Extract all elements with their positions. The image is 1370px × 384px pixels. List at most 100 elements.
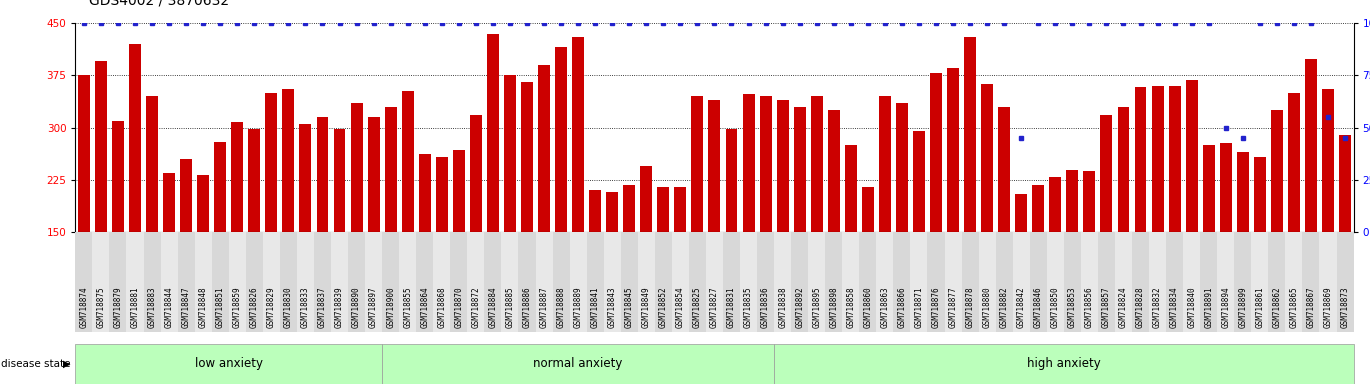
Bar — [1254, 157, 1266, 337]
Text: GSM718846: GSM718846 — [1034, 287, 1043, 328]
Bar — [147, 96, 158, 337]
Bar — [623, 185, 636, 337]
Text: GSM718894: GSM718894 — [1221, 287, 1230, 328]
Text: GSM718838: GSM718838 — [778, 287, 788, 328]
Text: GSM718881: GSM718881 — [130, 287, 140, 328]
Bar — [777, 100, 789, 337]
Bar — [316, 117, 329, 337]
Bar — [1134, 87, 1147, 337]
Text: GSM718876: GSM718876 — [932, 287, 941, 328]
Text: GSM718862: GSM718862 — [1273, 287, 1281, 328]
Text: GSM718877: GSM718877 — [948, 287, 958, 328]
Bar — [743, 94, 755, 337]
Bar — [981, 84, 993, 337]
Text: GSM718842: GSM718842 — [1017, 287, 1026, 328]
Text: GSM718892: GSM718892 — [795, 287, 804, 328]
Bar — [470, 115, 482, 337]
Bar — [1219, 143, 1232, 337]
Bar — [266, 93, 277, 337]
Text: GSM718874: GSM718874 — [79, 287, 89, 328]
Bar — [214, 142, 226, 337]
Bar — [1288, 93, 1300, 337]
Bar — [95, 61, 107, 337]
Bar — [78, 75, 90, 337]
Bar — [1152, 86, 1163, 337]
Bar — [793, 107, 806, 337]
Text: GSM718875: GSM718875 — [96, 287, 105, 328]
Bar — [129, 44, 141, 337]
Text: GSM718830: GSM718830 — [284, 287, 293, 328]
Bar — [1049, 177, 1062, 337]
Text: GSM718871: GSM718871 — [914, 287, 923, 328]
Bar — [930, 73, 943, 337]
Text: GSM718898: GSM718898 — [829, 287, 838, 328]
Bar — [486, 33, 499, 337]
Text: GSM718863: GSM718863 — [881, 287, 889, 328]
Bar — [759, 96, 771, 337]
Text: GSM718880: GSM718880 — [982, 287, 992, 328]
Bar — [1169, 86, 1181, 337]
Bar — [1118, 107, 1129, 337]
Bar — [112, 121, 123, 337]
Bar — [896, 103, 908, 337]
Bar — [880, 96, 891, 337]
Bar — [401, 91, 414, 337]
Bar — [555, 48, 567, 337]
Bar — [692, 96, 703, 337]
Text: GSM718848: GSM718848 — [199, 287, 208, 328]
Text: GSM718856: GSM718856 — [1085, 287, 1093, 328]
Text: GSM718837: GSM718837 — [318, 287, 327, 328]
Bar — [163, 173, 175, 337]
Bar — [811, 96, 822, 337]
Bar — [248, 129, 260, 337]
Text: GSM718840: GSM718840 — [1188, 287, 1196, 328]
Bar — [1100, 115, 1112, 337]
Text: GSM718852: GSM718852 — [659, 287, 667, 328]
Bar — [640, 166, 652, 337]
Text: normal anxiety: normal anxiety — [533, 358, 623, 370]
Bar — [658, 187, 670, 337]
Text: GSM718867: GSM718867 — [1307, 287, 1315, 328]
Text: GSM718878: GSM718878 — [966, 287, 974, 328]
Bar — [607, 192, 618, 337]
Text: GSM718897: GSM718897 — [369, 287, 378, 328]
Text: GSM718857: GSM718857 — [1101, 287, 1111, 328]
Text: GSM718836: GSM718836 — [762, 287, 770, 328]
Text: GSM718865: GSM718865 — [1289, 287, 1299, 328]
Bar — [1306, 59, 1317, 337]
Text: GSM718839: GSM718839 — [336, 287, 344, 328]
Bar — [419, 154, 430, 337]
Bar — [436, 157, 448, 337]
Text: GSM718825: GSM718825 — [693, 287, 701, 328]
Text: GSM718832: GSM718832 — [1154, 287, 1162, 328]
Text: GSM718858: GSM718858 — [847, 287, 855, 328]
Bar — [282, 89, 295, 337]
Bar — [538, 65, 549, 337]
Text: GSM718824: GSM718824 — [1119, 287, 1128, 328]
Text: GSM718864: GSM718864 — [421, 287, 429, 328]
Bar — [1271, 110, 1282, 337]
Text: disease state: disease state — [1, 359, 71, 369]
Bar — [573, 37, 584, 337]
Bar — [1033, 185, 1044, 337]
Text: high anxiety: high anxiety — [1028, 358, 1100, 370]
Bar — [300, 124, 311, 337]
Text: GSM718851: GSM718851 — [215, 287, 225, 328]
Text: GSM718870: GSM718870 — [455, 287, 463, 328]
Bar — [674, 187, 686, 337]
Bar — [351, 103, 363, 337]
Text: GSM718872: GSM718872 — [471, 287, 481, 328]
Text: GSM718853: GSM718853 — [1067, 287, 1077, 328]
Text: GSM718828: GSM718828 — [1136, 287, 1145, 328]
Text: GSM718890: GSM718890 — [352, 287, 362, 328]
Text: GSM718841: GSM718841 — [590, 287, 600, 328]
Bar — [521, 82, 533, 337]
Bar — [232, 122, 244, 337]
Text: GSM718849: GSM718849 — [641, 287, 651, 328]
Text: GSM718895: GSM718895 — [812, 287, 821, 328]
Text: GSM718884: GSM718884 — [488, 287, 497, 328]
Text: GSM718883: GSM718883 — [148, 287, 156, 328]
Bar — [947, 68, 959, 337]
Bar — [367, 117, 379, 337]
Text: GSM718869: GSM718869 — [1323, 287, 1333, 328]
